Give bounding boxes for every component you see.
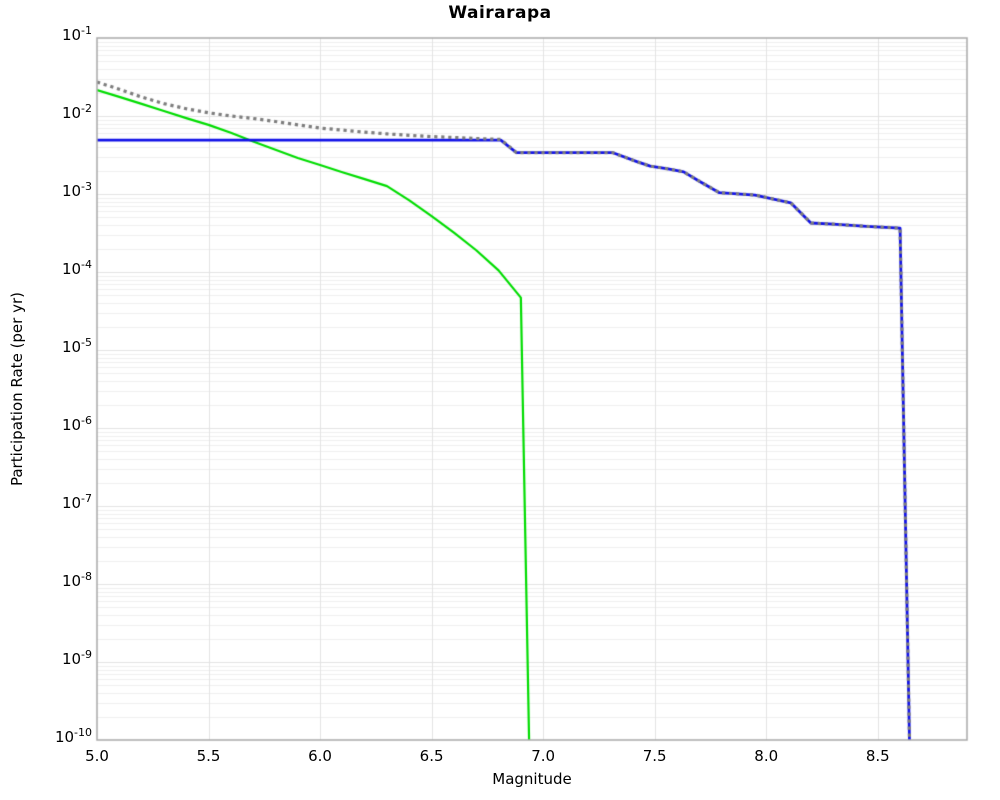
y-tick-base: 10 [61, 182, 82, 200]
x-tick-label: 6.0 [308, 747, 332, 765]
y-tick-label: 10-9 [18, 648, 92, 670]
y-tick-base: 10 [61, 338, 82, 356]
y-tick-exponent: -6 [81, 414, 92, 427]
y-tick-label: 10-7 [18, 492, 92, 514]
x-axis-label: Magnitude [492, 770, 572, 788]
y-tick-exponent: -3 [81, 180, 92, 193]
y-tick-label: 10-10 [18, 726, 92, 748]
y-tick-label: 10-8 [18, 570, 92, 592]
y-tick-exponent: -10 [74, 726, 92, 739]
x-tick-label: 8.5 [865, 747, 890, 765]
y-tick-base: 10 [61, 260, 82, 278]
x-tick-label: 5.0 [85, 747, 109, 765]
y-tick-label: 10-1 [18, 24, 92, 46]
y-tick-base: 10 [54, 728, 75, 746]
y-tick-base: 10 [61, 26, 82, 44]
y-tick-exponent: -7 [81, 492, 92, 505]
y-tick-exponent: -8 [81, 570, 92, 583]
y-tick-base: 10 [61, 494, 82, 512]
x-tick-label: 5.5 [196, 747, 221, 765]
y-tick-label: 10-6 [18, 414, 92, 436]
y-tick-base: 10 [61, 104, 82, 122]
chart-title: Wairarapa [448, 3, 552, 23]
y-tick-base: 10 [61, 650, 82, 668]
y-tick-label: 10-2 [18, 102, 92, 124]
y-tick-exponent: -4 [81, 258, 92, 271]
y-tick-exponent: -5 [81, 336, 92, 349]
x-tick-label: 6.5 [419, 747, 444, 765]
y-tick-label: 10-5 [18, 336, 92, 358]
y-tick-label: 10-4 [18, 258, 92, 280]
y-tick-exponent: -9 [81, 648, 92, 661]
y-tick-exponent: -2 [81, 102, 92, 115]
x-tick-label: 7.5 [642, 747, 667, 765]
x-tick-label: 8.0 [754, 747, 779, 765]
x-tick-label: 7.0 [531, 747, 556, 765]
y-tick-exponent: -1 [81, 24, 92, 37]
y-tick-base: 10 [61, 416, 82, 434]
y-tick-base: 10 [61, 572, 82, 590]
y-axis-label: Participation Rate (per yr) [8, 291, 26, 487]
y-tick-label: 10-3 [18, 180, 92, 202]
